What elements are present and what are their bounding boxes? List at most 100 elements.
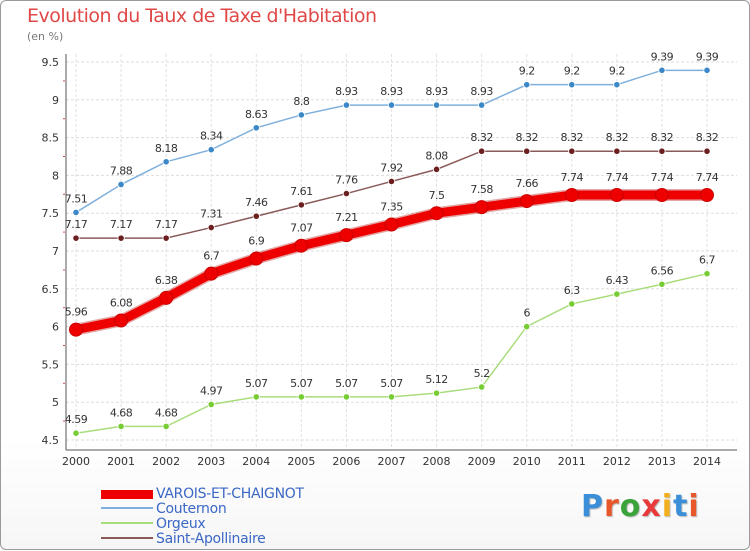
- data-point: [249, 251, 264, 266]
- data-point: [478, 101, 486, 109]
- data-label: 8.32: [696, 131, 719, 144]
- data-label: 6.3: [564, 284, 580, 297]
- x-tick-label: 2005: [287, 455, 315, 468]
- data-label: 5.07: [380, 377, 403, 390]
- series-layer: [69, 66, 714, 437]
- data-point: [117, 234, 125, 242]
- data-label: 8.63: [245, 108, 268, 121]
- data-label: 7.92: [380, 161, 403, 174]
- x-tick-label: 2012: [603, 455, 631, 468]
- data-label: 8.93: [335, 85, 358, 98]
- data-label: 7.61: [290, 185, 313, 198]
- y-tick-label: 6.5: [42, 283, 60, 296]
- y-tick-label: 9: [52, 94, 59, 107]
- legend-swatch-saint-apollinaire: [101, 537, 153, 539]
- brand-letter: i: [661, 489, 674, 524]
- data-point: [387, 101, 396, 109]
- data-point: [252, 393, 260, 401]
- data-label: 9.39: [651, 50, 674, 63]
- data-point: [432, 165, 441, 173]
- data-label: 6.56: [651, 264, 674, 277]
- data-label: 7.58: [470, 183, 493, 196]
- legend-swatch-orgeux: [101, 522, 153, 524]
- chart-unit: (en %): [27, 30, 64, 43]
- data-point: [114, 313, 129, 328]
- data-label: 8.93: [380, 85, 403, 98]
- data-label: 9.39: [696, 50, 719, 63]
- data-label: 5.07: [245, 377, 268, 390]
- data-label: 7.17: [65, 218, 88, 231]
- data-label: 7.74: [561, 171, 584, 184]
- data-label: 7.17: [110, 218, 133, 231]
- data-point: [703, 147, 711, 155]
- data-point: [564, 188, 579, 203]
- data-point: [703, 66, 711, 74]
- data-point: [519, 194, 534, 209]
- brand-letter: o: [619, 489, 642, 524]
- data-label: 5.07: [335, 377, 358, 390]
- data-label: 5.12: [425, 373, 448, 386]
- legend-label: VAROIS-ET-CHAIGNOT: [156, 486, 304, 502]
- data-label: 4.97: [200, 384, 223, 397]
- data-point: [613, 290, 621, 298]
- grid: [66, 54, 737, 448]
- legend-label: Saint-Apollinaire: [156, 531, 266, 547]
- data-point: [207, 223, 215, 232]
- y-tick-label: 9.5: [42, 56, 60, 69]
- data-label: 6.43: [606, 274, 629, 287]
- data-label: 7.74: [651, 171, 674, 184]
- y-tick-label: 6: [52, 321, 59, 334]
- data-point: [252, 212, 260, 220]
- data-label: 8.18: [155, 142, 178, 155]
- data-point: [204, 266, 219, 281]
- x-tick-label: 2010: [513, 455, 541, 468]
- data-label: 8.34: [200, 130, 223, 143]
- data-point: [523, 322, 531, 331]
- data-label: 7.31: [200, 208, 223, 221]
- data-point: [342, 101, 351, 109]
- brand-logo: Proxiti: [581, 489, 700, 524]
- brand-letter: i: [688, 489, 700, 524]
- brand-letter: r: [604, 489, 620, 524]
- data-label: 5.07: [290, 377, 313, 390]
- data-point: [342, 189, 351, 198]
- data-label: 7.17: [155, 218, 178, 231]
- data-point: [523, 81, 531, 89]
- data-point: [474, 200, 489, 215]
- data-point: [613, 147, 621, 155]
- data-label: 7.46: [245, 196, 268, 209]
- data-point: [700, 188, 714, 203]
- y-tick-label: 5: [52, 396, 59, 409]
- data-point: [432, 389, 441, 397]
- data-label: 8.93: [425, 85, 448, 98]
- data-point: [658, 280, 666, 288]
- data-point: [162, 234, 170, 242]
- data-label: 8.32: [606, 131, 629, 144]
- data-point: [207, 400, 215, 409]
- data-label: 7.07: [290, 222, 313, 235]
- data-point: [523, 147, 531, 155]
- data-label: 7.51: [65, 192, 88, 205]
- data-point: [478, 383, 486, 391]
- y-tick-label: 8: [52, 169, 59, 182]
- data-point: [342, 393, 351, 401]
- data-point: [72, 234, 80, 242]
- data-point: [478, 147, 486, 155]
- data-label: 7.21: [335, 211, 358, 224]
- data-label: 9.2: [564, 65, 580, 78]
- data-point: [568, 81, 576, 89]
- data-point: [117, 180, 125, 189]
- data-label: 8.08: [425, 149, 448, 162]
- data-label: 8.32: [651, 131, 674, 144]
- data-label: 7.66: [515, 177, 538, 190]
- data-point: [159, 290, 174, 305]
- x-tick-label: 2002: [152, 455, 180, 468]
- data-point: [429, 206, 444, 221]
- data-label: 6: [523, 307, 530, 320]
- data-label: 9.2: [609, 65, 625, 78]
- legend-swatch-varois: [101, 490, 153, 499]
- data-label: 8.93: [470, 85, 493, 98]
- chart-title: Evolution du Taux de Taxe d'Habitation: [27, 5, 377, 27]
